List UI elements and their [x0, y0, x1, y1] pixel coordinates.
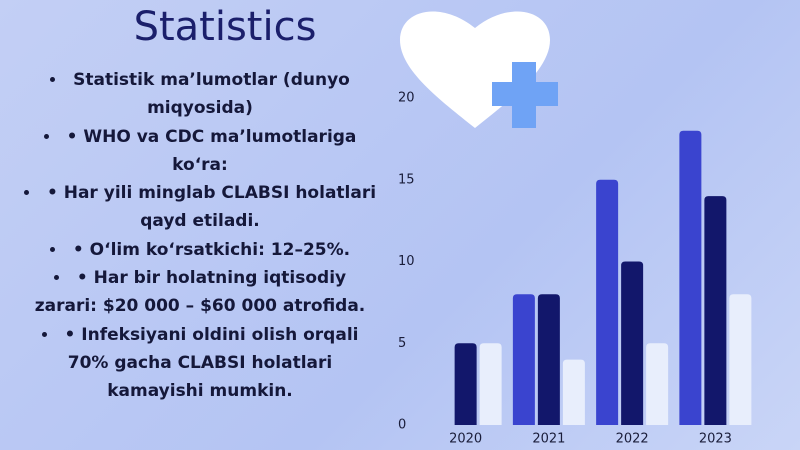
bar: [646, 343, 669, 425]
bar: [479, 343, 502, 425]
slide-title: Statistics: [133, 4, 317, 50]
y-tick-label: 0: [398, 418, 406, 433]
x-tick-label: 2021: [532, 432, 565, 447]
bar: [562, 359, 585, 425]
bullet: Statistik ma’lumotlar (dunyo miqyosida): [20, 66, 380, 123]
bar: [729, 294, 752, 425]
bar: [454, 343, 477, 425]
bar: [621, 261, 644, 425]
y-tick-label: 15: [398, 172, 415, 187]
bar: [512, 294, 535, 425]
y-tick-label: 10: [398, 254, 415, 269]
x-tick-label: 2022: [616, 432, 649, 447]
y-tick-label: 5: [398, 336, 406, 351]
bullet: • WHO va CDC ma’lumotlariga ko‘ra:: [20, 123, 380, 180]
y-tick-label: 20: [398, 91, 415, 106]
x-tick-label: 2023: [699, 432, 732, 447]
bar: [537, 294, 560, 425]
bullet: • Har bir holatning iqtisodiy zarari: $2…: [20, 264, 380, 321]
bullet: • Har yili minglab CLABSI holatlari qayd…: [20, 179, 380, 236]
x-tick-label: 2020: [449, 432, 482, 447]
heart: [400, 11, 550, 129]
bullet: • Infeksiyani oldini olish orqali 70% ga…: [20, 321, 380, 406]
bar: [679, 130, 702, 425]
bar: [704, 196, 727, 425]
bullet-list: Statistik ma’lumotlar (dunyo miqyosida)•…: [20, 66, 380, 406]
bullet: • O‘lim ko‘rsatkichi: 12–25%.: [20, 236, 380, 264]
plus-icon: [492, 62, 558, 128]
bar: [596, 179, 619, 425]
